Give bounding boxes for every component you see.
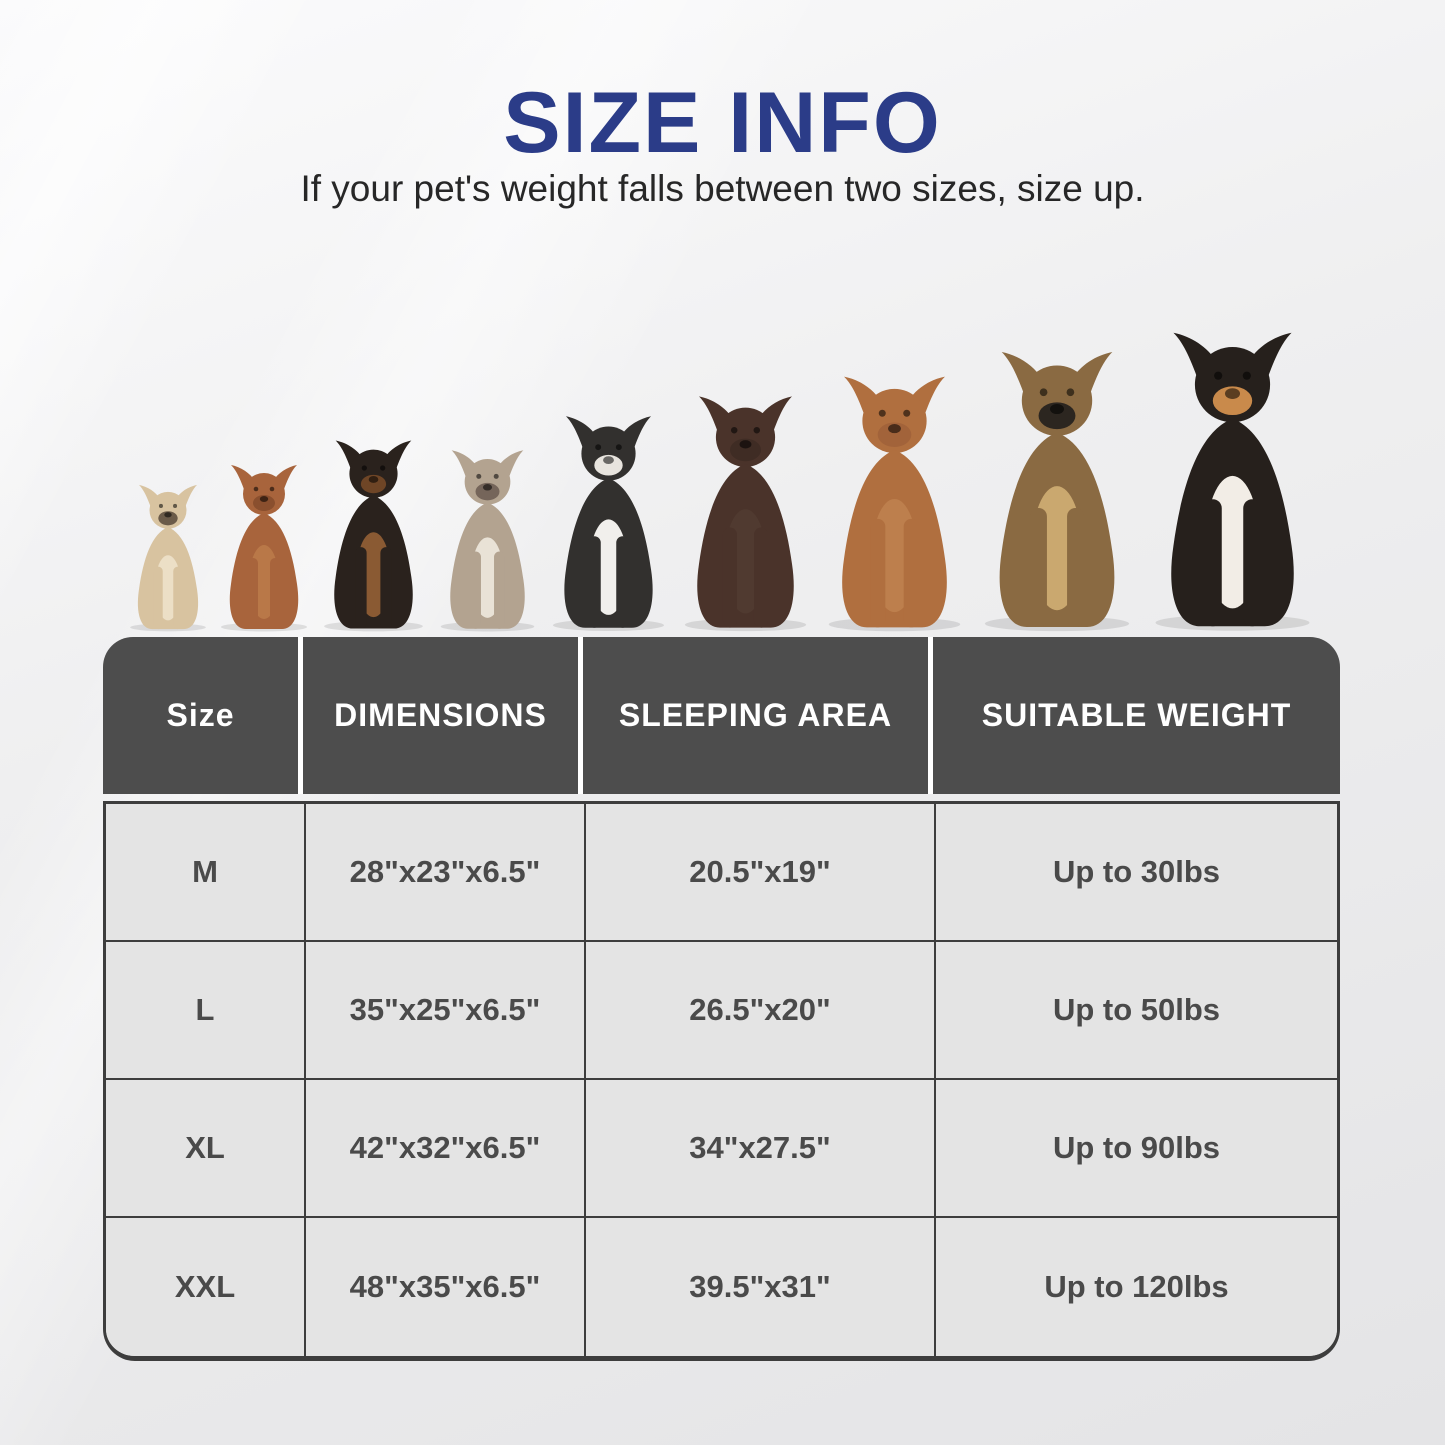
- cell-M-suitable-weight: Up to 30lbs: [936, 804, 1337, 942]
- cell-XXL-suitable-weight: Up to 120lbs: [936, 1218, 1337, 1356]
- size-table: Size DIMENSIONS SLEEPING AREA SUITABLE W…: [103, 637, 1340, 1361]
- cell-L-dimensions: 35"x25"x6.5": [306, 942, 586, 1080]
- cell-XXL-dimensions: 48"x35"x6.5": [306, 1218, 586, 1356]
- dog-bernese-mountain-dog: [1143, 327, 1322, 632]
- page-title: SIZE INFO: [503, 75, 942, 171]
- dog-english-bulldog: [433, 447, 542, 632]
- page-subtitle: If your pet's weight falls between two s…: [300, 168, 1145, 209]
- dog-vizsla: [818, 372, 971, 632]
- cell-L-size: L: [106, 942, 306, 1080]
- cell-XL-size: XL: [106, 1080, 306, 1218]
- cell-XXL-size: XXL: [106, 1218, 306, 1356]
- cell-XL-sleeping-area: 34"x27.5": [586, 1080, 936, 1218]
- size-table-header: Size DIMENSIONS SLEEPING AREA SUITABLE W…: [103, 637, 1340, 794]
- column-header-dimensions: DIMENSIONS: [303, 637, 583, 794]
- cell-L-suitable-weight: Up to 50lbs: [936, 942, 1337, 1080]
- dog-french-bulldog: [124, 482, 212, 632]
- cell-XXL-sleeping-area: 39.5"x31": [586, 1218, 936, 1356]
- column-header-size: Size: [103, 637, 303, 794]
- size-table-body: M 28"x23"x6.5" 20.5"x19" Up to 30lbs L 35"x25…: [103, 801, 1340, 1361]
- dog-german-shepherd: [973, 347, 1141, 632]
- dog-miniature-pinscher: [316, 437, 431, 632]
- cell-M-sleeping-area: 20.5"x19": [586, 804, 936, 942]
- cell-XL-suitable-weight: Up to 90lbs: [936, 1080, 1337, 1218]
- cell-L-sleeping-area: 26.5"x20": [586, 942, 936, 1080]
- column-header-suitable-weight: SUITABLE WEIGHT: [981, 697, 1292, 733]
- dog-cavalier-king-charles-spaniel: [214, 462, 314, 632]
- dogs-row: [70, 318, 1375, 632]
- cell-M-dimensions: 28"x23"x6.5": [306, 804, 586, 942]
- cell-M-size: M: [106, 804, 306, 942]
- column-header-sleeping-area: SLEEPING AREA: [583, 637, 933, 794]
- dog-chocolate-labrador: [675, 392, 816, 632]
- cell-XL-dimensions: 42"x32"x6.5": [306, 1080, 586, 1218]
- dog-border-collie: [544, 412, 673, 632]
